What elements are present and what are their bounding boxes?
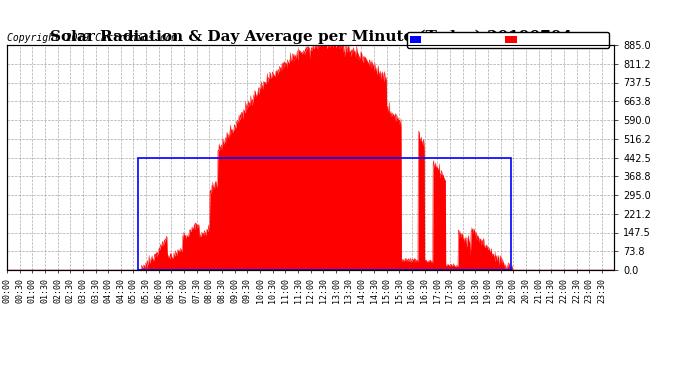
Legend: Median (W/m2), Radiation (W/m2): Median (W/m2), Radiation (W/m2)	[407, 32, 609, 48]
Bar	[138, 158, 511, 270]
Title: Solar Radiation & Day Average per Minute (Today) 20190704: Solar Radiation & Day Average per Minute…	[50, 30, 571, 44]
Text: Copyright 2019 Cartronics.com: Copyright 2019 Cartronics.com	[7, 33, 177, 43]
